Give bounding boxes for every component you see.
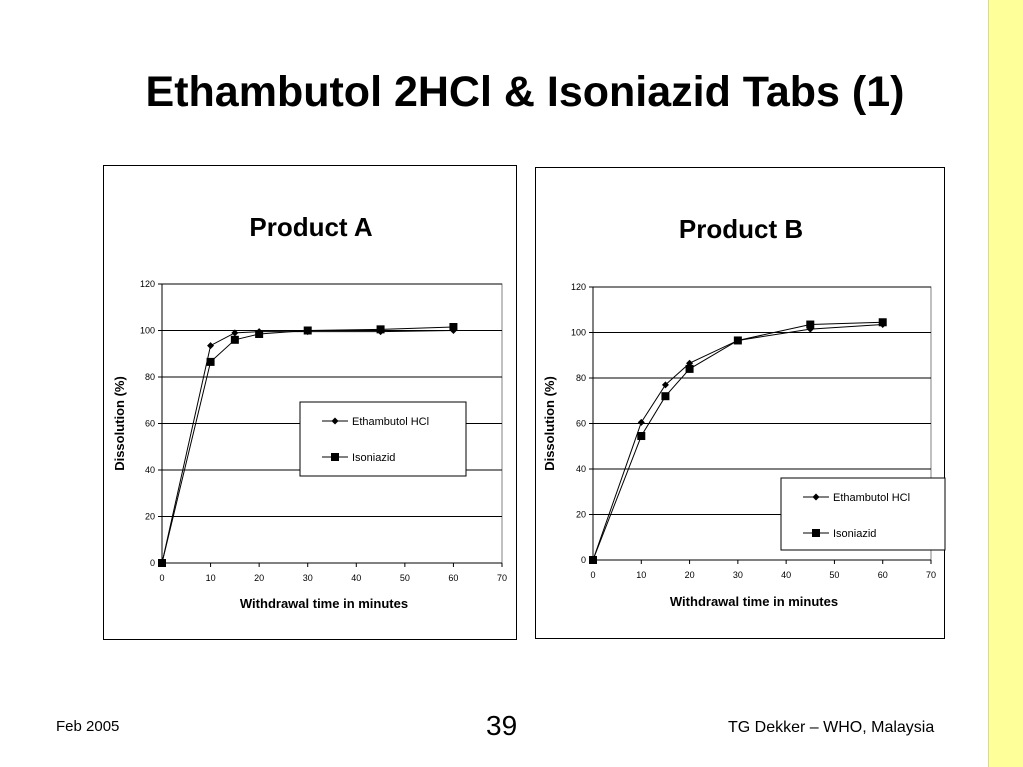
y-tick-label: 20 [145,512,155,522]
y-tick-label: 100 [571,328,586,338]
chart-product-a: Product A 0 20 40 60 80 100 120 0 10 20 30 40 50 60 70 W… [112,212,507,611]
y-tick-label: 60 [145,419,155,429]
x-tick-label: 20 [685,570,695,580]
x-tick-label: 30 [733,570,743,580]
x-tick-label: 50 [829,570,839,580]
chart-title: Product A [249,212,372,242]
data-point [231,329,239,337]
y-tick-label: 0 [581,555,586,565]
legend-marker [812,493,820,501]
data-point [637,418,645,426]
series-isoniazid [158,323,458,567]
x-tick-label: 50 [400,573,410,583]
legend-label: Isoniazid [352,452,395,464]
legend-marker [331,453,339,461]
data-point [158,559,166,567]
legend: Ethambutol HCl Isoniazid [780,477,946,551]
y-tick-label: 40 [145,465,155,475]
x-tick-label: 30 [303,573,313,583]
side-accent-band [988,0,1023,767]
x-tick-label: 60 [448,573,458,583]
legend-marker [331,417,339,425]
x-tick-label: 70 [497,573,507,583]
chart-title: Product B [679,214,803,244]
y-tick-label: 60 [576,419,586,429]
data-point [661,392,670,401]
legend: Ethambutol HCl Isoniazid [299,401,467,477]
y-tick-label: 80 [576,373,586,383]
legend-box [299,401,467,477]
data-point [878,318,887,327]
x-tick-label: 40 [781,570,791,580]
chart-panel-product-a: Product A 0 20 40 60 80 100 120 0 10 20 30 40 50 60 70 W… [103,165,517,640]
legend-label: Ethambutol HCl [833,492,910,504]
slide-title: Ethambutol 2HCl & Isoniazid Tabs (1) [145,68,905,116]
legend-label: Isoniazid [833,528,876,540]
footer-author: TG Dekker – WHO, Malaysia [728,719,935,736]
legend-box [780,477,946,551]
x-tick-label: 40 [351,573,361,583]
chart-panel-product-b: Product B 0 20 40 60 80 100 120 0 10 20 30 40 50 60 70 W… [535,167,946,639]
data-point [685,364,694,373]
x-tick-label: 10 [206,573,216,583]
x-axis-title: Withdrawal time in minutes [670,594,838,609]
footer-date: Feb 2005 [56,718,120,735]
x-tick-label: 10 [636,570,646,580]
y-tick-label: 40 [576,464,586,474]
data-point [303,326,312,335]
data-point [207,342,215,350]
data-point [733,336,742,345]
chart-product-b: Product B 0 20 40 60 80 100 120 0 10 20 30 40 50 60 70 W… [542,214,946,609]
data-point [376,325,385,334]
data-point [230,335,239,344]
data-point [255,329,264,338]
page-number: 39 [486,710,518,741]
data-point [589,556,597,564]
data-point [806,320,815,329]
series-isoniazid [589,318,887,564]
legend-marker [812,529,820,537]
data-point [206,357,215,366]
data-point [449,323,458,332]
data-point [661,381,669,389]
legend-label: Ethambutol HCl [352,416,429,428]
y-axis-title: Dissolution (%) [112,376,127,471]
x-axis-title: Withdrawal time in minutes [240,596,408,611]
y-tick-label: 80 [145,372,155,382]
x-tick-label: 20 [254,573,264,583]
y-tick-label: 0 [150,558,155,568]
x-tick-label: 70 [926,570,936,580]
y-tick-label: 120 [571,282,586,292]
x-tick-label: 0 [590,570,595,580]
x-tick-label: 0 [159,573,164,583]
y-tick-label: 20 [576,510,586,520]
data-point [637,432,646,441]
x-tick-label: 60 [878,570,888,580]
y-tick-label: 100 [140,326,155,336]
y-tick-label: 120 [140,279,155,289]
y-axis-title: Dissolution (%) [542,376,557,471]
